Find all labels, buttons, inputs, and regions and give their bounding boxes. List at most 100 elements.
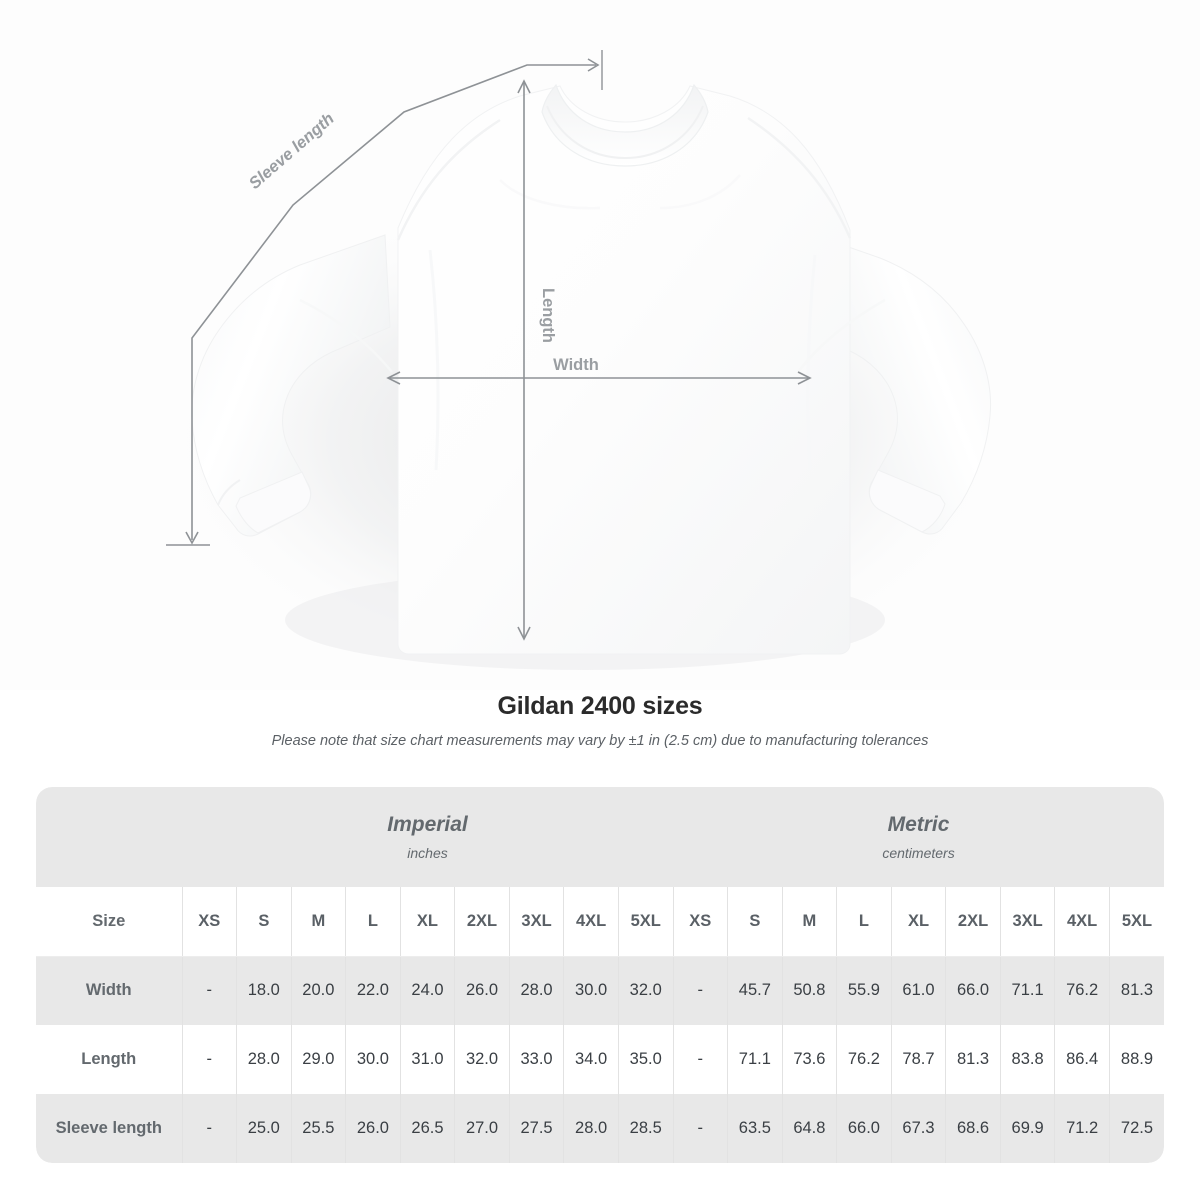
size-column-label: Size: [36, 887, 182, 957]
garment-shirt: [191, 83, 992, 655]
sleeve-length-line: [191, 64, 596, 540]
cell-sleeve-length-imperial-m: 25.5: [290, 1094, 346, 1163]
garment-illustration-panel: Sleeve length Length Width: [155, 50, 1015, 690]
cell-length-metric-2xl: 81.3: [945, 1025, 1001, 1094]
unit-system-header-metric: Metric centimeters: [673, 787, 1165, 887]
cell-sleeve-length-metric-l: 66.0: [836, 1094, 892, 1163]
cell-width-imperial-m: 20.0: [290, 956, 346, 1025]
cell-length-imperial-xs: -: [181, 1025, 237, 1094]
size-header-4xl: 4XL: [1054, 887, 1110, 957]
size-header-xl: XL: [399, 887, 455, 957]
sleeve-length-arrow-top: [587, 58, 600, 72]
width-arrow-right: [797, 371, 812, 385]
cell-width-imperial-xs: -: [181, 956, 237, 1025]
size-header-l: L: [836, 887, 892, 957]
title-block: Gildan 2400 sizes Please note that size …: [0, 690, 1200, 751]
size-header-2xl: 2XL: [454, 887, 510, 957]
measurement-annotations: [166, 50, 812, 641]
size-header-m: M: [781, 887, 837, 957]
cell-sleeve-length-imperial-5xl: 28.5: [617, 1094, 674, 1163]
size-header-5xl: 5XL: [617, 887, 674, 957]
sleeve-length-label: Sleeve length: [246, 110, 338, 193]
table-row: Length -28.0 29.0 30.0 31.0 32.0 33.0 34.0 35.0-…: [36, 1025, 1165, 1094]
cell-width-imperial-4xl: 30.0: [563, 956, 619, 1025]
size-header-s: S: [236, 887, 292, 957]
cell-sleeve-length-metric-m: 64.8: [781, 1094, 837, 1163]
length-label: Length: [539, 288, 557, 343]
cell-width-imperial-xl: 24.0: [399, 956, 455, 1025]
size-header-s: S: [727, 887, 783, 957]
cell-length-metric-m: 73.6: [781, 1025, 837, 1094]
width-label: Width: [553, 356, 599, 374]
size-header-m: M: [290, 887, 346, 957]
collar-ribbing: [541, 83, 709, 167]
cell-length-metric-3xl: 83.8: [999, 1025, 1055, 1094]
cell-sleeve-length-metric-5xl: 72.5: [1108, 1094, 1165, 1163]
cell-length-imperial-4xl: 34.0: [563, 1025, 619, 1094]
sleeve-length-arrow-bottom: [185, 531, 199, 545]
cell-sleeve-length-metric-3xl: 69.9: [999, 1094, 1055, 1163]
cell-width-imperial-3xl: 28.0: [508, 956, 564, 1025]
unit-system-header-row: Imperial inches Metric centimeters: [36, 787, 1165, 887]
cell-length-metric-xs: -: [672, 1025, 728, 1094]
length-arrow-bottom: [517, 626, 531, 641]
cell-length-imperial-xl: 31.0: [399, 1025, 455, 1094]
size-header-3xl: 3XL: [999, 887, 1055, 957]
row-label-width: Width: [36, 956, 182, 1025]
size-chart-table: Imperial inches Metric centimeters Size XS S M L…: [36, 787, 1165, 1163]
size-chart-table-wrap: Imperial inches Metric centimeters Size XS S M L…: [36, 787, 1165, 1163]
cell-width-metric-xl: 61.0: [890, 956, 946, 1025]
cell-length-imperial-5xl: 35.0: [617, 1025, 674, 1094]
size-header-l: L: [345, 887, 401, 957]
cell-sleeve-length-metric-2xl: 68.6: [945, 1094, 1001, 1163]
cell-length-imperial-l: 30.0: [345, 1025, 401, 1094]
shirt-body: [397, 85, 851, 655]
cell-sleeve-length-imperial-3xl: 27.5: [508, 1094, 564, 1163]
cell-length-metric-l: 76.2: [836, 1025, 892, 1094]
cell-width-imperial-s: 18.0: [236, 956, 292, 1025]
size-header-xl: XL: [890, 887, 946, 957]
cell-length-imperial-s: 28.0: [236, 1025, 292, 1094]
neck-inner-line: [546, 105, 704, 160]
cell-length-metric-s: 71.1: [727, 1025, 783, 1094]
cell-length-imperial-3xl: 33.0: [508, 1025, 564, 1094]
table-row: Sleeve length -25.0 25.5 26.0 26.5 27.0 27.5 28…: [36, 1094, 1165, 1163]
cell-sleeve-length-metric-xs: -: [672, 1094, 728, 1163]
cell-width-metric-2xl: 66.0: [945, 956, 1001, 1025]
size-header-xs: XS: [672, 887, 728, 957]
size-header-3xl: 3XL: [508, 887, 564, 957]
page-subtitle: Please note that size chart measurements…: [271, 733, 929, 749]
row-label-length: Length: [36, 1025, 182, 1094]
cell-width-metric-4xl: 76.2: [1054, 956, 1110, 1025]
cell-width-metric-l: 55.9: [836, 956, 892, 1025]
left-sleeve: [191, 234, 391, 537]
size-header-xs: XS: [181, 887, 237, 957]
unit-header-spacer: [36, 787, 182, 887]
row-label-sleeve-length: Sleeve length: [36, 1094, 182, 1163]
table-row: Width -18.0 20.0 22.0 24.0 26.0 28.0 30.0 32.0-4…: [36, 956, 1165, 1025]
cell-width-imperial-2xl: 26.0: [454, 956, 510, 1025]
cell-length-imperial-2xl: 32.0: [454, 1025, 510, 1094]
cell-sleeve-length-imperial-xl: 26.5: [399, 1094, 455, 1163]
size-header-4xl: 4XL: [563, 887, 619, 957]
cell-sleeve-length-imperial-l: 26.0: [345, 1094, 401, 1163]
length-arrow-top: [517, 79, 531, 94]
left-shoulder-seam: [396, 118, 501, 241]
right-cuff: [868, 469, 946, 533]
cell-width-metric-m: 50.8: [781, 956, 837, 1025]
cell-sleeve-length-imperial-s: 25.0: [236, 1094, 292, 1163]
cell-width-metric-5xl: 81.3: [1108, 956, 1165, 1025]
cell-sleeve-length-imperial-2xl: 27.0: [454, 1094, 510, 1163]
cell-sleeve-length-imperial-xs: -: [181, 1094, 237, 1163]
cell-sleeve-length-metric-s: 63.5: [727, 1094, 783, 1163]
garment-diagram: Sleeve length Length Width: [155, 50, 1015, 690]
unit-system-unit: inches: [407, 845, 448, 861]
page-title: Gildan 2400 sizes: [497, 692, 703, 720]
cell-sleeve-length-imperial-4xl: 28.0: [563, 1094, 619, 1163]
size-header-5xl: 5XL: [1108, 887, 1165, 957]
cell-sleeve-length-metric-4xl: 71.2: [1054, 1094, 1110, 1163]
cell-length-metric-4xl: 86.4: [1054, 1025, 1110, 1094]
right-shoulder-seam: [747, 116, 852, 239]
cell-sleeve-length-metric-xl: 67.3: [890, 1094, 946, 1163]
left-cuff: [235, 471, 312, 534]
